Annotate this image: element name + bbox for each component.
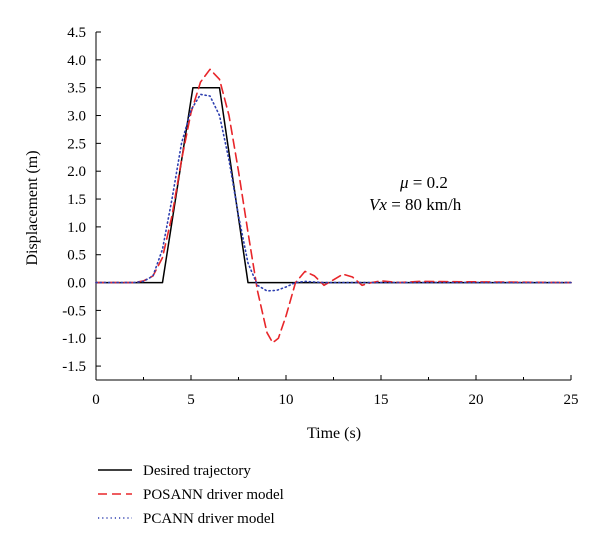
series-lines: [95, 68, 572, 344]
x-tick-label: 0: [92, 392, 100, 408]
x-ticks: 0 5 10 15 20 25: [92, 375, 579, 408]
legend: Desired trajectory POSANN driver model PCA…: [98, 463, 284, 527]
x-tick-label: 20: [469, 392, 484, 408]
series-line-0: [95, 86, 572, 284]
y-tick-label: 2.0: [67, 164, 86, 180]
series-line-2: [95, 93, 572, 292]
legend-label-1: POSANN driver model: [143, 487, 284, 503]
y-axis-label: Displacement (m): [24, 150, 41, 265]
y-tick-label: 0.0: [67, 276, 86, 292]
x-axis-label: Time (s): [307, 425, 361, 442]
y-tick-label: 1.0: [67, 220, 86, 236]
annotation-line-1: μ = 0.2: [399, 173, 448, 192]
series-line-1: [95, 68, 572, 344]
x-tick-label: 15: [374, 392, 389, 408]
annotation-value-vx: = 80 km/h: [387, 195, 462, 214]
y-tick-label: 3.5: [67, 81, 86, 97]
legend-label-0: Desired trajectory: [143, 463, 251, 479]
y-tick-label: -1.0: [62, 331, 86, 347]
annotation: μ = 0.2 Vx = 80 km/h: [369, 173, 462, 214]
y-tick-label: -1.5: [62, 359, 86, 375]
y-tick-label: 4.5: [67, 25, 86, 41]
y-tick-label: 2.5: [67, 136, 86, 152]
annotation-value-mu: = 0.2: [409, 173, 448, 192]
legend-label-2: PCANN driver model: [143, 511, 275, 527]
x-tick-label: 25: [564, 392, 579, 408]
annotation-symbol-mu: μ: [399, 173, 409, 192]
y-tick-label: 3.0: [67, 109, 86, 125]
axes: [95, 32, 571, 381]
annotation-line-2: Vx = 80 km/h: [369, 195, 462, 214]
x-tick-label: 10: [279, 392, 294, 408]
y-tick-label: 4.0: [67, 53, 86, 69]
y-tick-label: 0.5: [67, 248, 86, 264]
x-tick-label: 5: [187, 392, 195, 408]
y-tick-label: 1.5: [67, 192, 86, 208]
y-ticks: -1.5 -1.0 -0.5 0.0 0.5 1.0 1.5 2.0 2.5 3.0 3.5 4.0 4…: [62, 25, 101, 375]
y-tick-label: -0.5: [62, 303, 86, 319]
annotation-symbol-vx: Vx: [369, 195, 387, 214]
